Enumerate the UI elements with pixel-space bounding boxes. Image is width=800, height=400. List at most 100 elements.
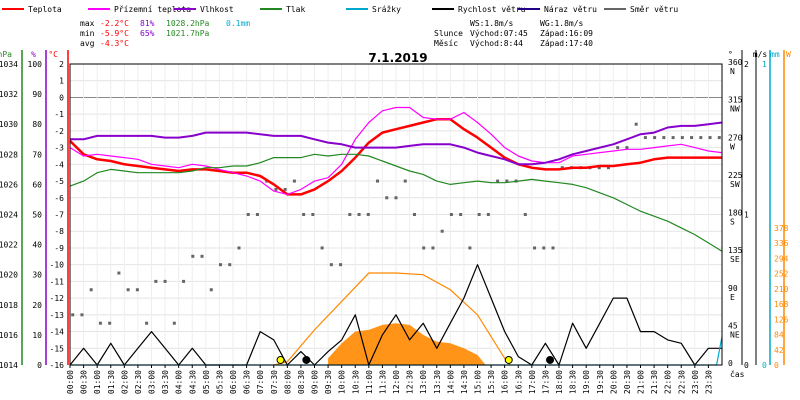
x-tick-label: 03:30 xyxy=(161,370,170,394)
legend-label-1: Přízemní teplota xyxy=(114,5,191,14)
axis-tick-deg: 90 xyxy=(728,284,738,293)
x-tick-label: 23:00 xyxy=(691,370,700,394)
sun-set: Západ:16:09 xyxy=(540,29,593,38)
wind-direction-point xyxy=(366,213,370,216)
axis-unit-hpa: hPa xyxy=(0,50,12,59)
stat-hum-min: 65% xyxy=(140,29,155,38)
wind-direction-point xyxy=(551,246,555,250)
x-tick-label: 15:30 xyxy=(487,370,496,394)
wind-direction-point xyxy=(209,288,213,292)
axis-tick-pct: 60 xyxy=(32,180,42,189)
x-tick-label: 17:00 xyxy=(528,370,537,394)
axis-tick-ms: 2 xyxy=(744,60,749,69)
wind-direction-point xyxy=(283,187,287,191)
axis-tick-temp: 0 xyxy=(59,93,64,102)
stat-press-min: 1021.7hPa xyxy=(166,29,210,38)
wind-direction-point xyxy=(606,166,610,170)
wind-direction-point xyxy=(505,179,509,183)
axis-tick-w: 378 xyxy=(774,224,789,233)
axis-dir-label: E xyxy=(730,293,735,302)
wg-value: WG:1.8m/s xyxy=(540,19,584,28)
axis-tick-hpa: 1034 xyxy=(0,60,18,69)
x-tick-label: 14:00 xyxy=(446,370,455,394)
wind-direction-point xyxy=(597,166,601,170)
legend-label-4: Srážky xyxy=(372,5,401,14)
solar-area xyxy=(328,323,486,365)
wind-direction-point xyxy=(71,313,75,317)
x-tick-label: 16:00 xyxy=(501,370,510,394)
x-tick-label: 12:00 xyxy=(392,370,401,394)
series-line-Vlhkost xyxy=(70,121,723,166)
axis-dir-label: SE xyxy=(730,255,740,264)
axis-tick-temp: -6 xyxy=(54,194,64,203)
moon-label: Měsíc xyxy=(434,39,458,48)
wind-direction-point xyxy=(228,263,232,267)
wind-direction-point xyxy=(255,213,259,216)
x-tick-label: 06:30 xyxy=(243,370,252,394)
x-axis: 00:00 00:30 01:00 01:30 02:00 02:30 03:00 03:30… xyxy=(66,365,745,394)
axis-tick-hpa: 1024 xyxy=(0,211,18,220)
x-axis-label: čas xyxy=(730,369,745,379)
wind-direction-point xyxy=(653,136,657,140)
axis-tick-ms: 0 xyxy=(744,361,749,370)
wind-direction-point xyxy=(237,246,241,250)
x-tick-label: 21:00 xyxy=(637,370,646,394)
axis-tick-deg: 135 xyxy=(728,246,743,255)
stat-temp-min: -5.9°C xyxy=(100,29,129,38)
x-tick-label: 00:00 xyxy=(66,370,75,394)
axis-tick-temp: -16 xyxy=(50,361,65,370)
axis-tick-temp: 1 xyxy=(59,77,64,86)
wind-direction-point xyxy=(634,122,638,126)
stat-label-avg: avg xyxy=(80,39,95,48)
x-tick-label: 05:00 xyxy=(202,370,211,394)
wind-direction-point xyxy=(560,166,564,170)
wind-direction-point xyxy=(680,136,684,140)
stat-hum-max: 81% xyxy=(140,19,155,28)
x-tick-label: 13:00 xyxy=(419,370,428,394)
axis-tick-w: 84 xyxy=(774,331,784,340)
x-tick-label: 18:00 xyxy=(555,370,564,394)
x-tick-label: 13:30 xyxy=(433,370,442,394)
legend-label-7: Směr větru xyxy=(630,5,678,14)
wind-direction-point xyxy=(117,271,121,275)
legend: Teplota Přízemní teplota Vlhkost Tlak Srážky… xyxy=(2,5,678,14)
wind-direction-point xyxy=(135,288,139,292)
wind-direction-point xyxy=(690,136,694,140)
wind-direction-point xyxy=(311,213,315,216)
wind-direction-point xyxy=(274,187,278,191)
wind-direction-point xyxy=(440,229,444,233)
axis-dir-label: NE xyxy=(730,330,740,339)
legend-label-2: Vlhkost xyxy=(200,5,234,14)
x-tick-label: 07:00 xyxy=(256,370,265,394)
x-tick-label: 10:30 xyxy=(351,370,360,394)
x-tick-label: 19:00 xyxy=(582,370,591,394)
x-tick-label: 05:30 xyxy=(215,370,224,394)
axis-tick-temp: -3 xyxy=(54,144,64,153)
wind-direction-point xyxy=(163,279,167,283)
x-tick-label: 12:30 xyxy=(406,370,415,394)
wind-direction-point xyxy=(357,213,361,216)
wind-direction-point xyxy=(339,263,343,267)
x-tick-label: 15:00 xyxy=(474,370,483,394)
wind-direction-point xyxy=(98,321,102,325)
x-tick-label: 16:30 xyxy=(514,370,523,394)
legend-label-0: Teplota xyxy=(28,5,62,14)
x-tick-label: 22:30 xyxy=(677,370,686,394)
axis-tick-hpa: 1026 xyxy=(0,180,18,189)
x-tick-label: 09:30 xyxy=(324,370,333,394)
axis-tick-deg: 360 xyxy=(728,58,743,67)
wind-direction-point xyxy=(302,213,306,216)
wind-direction-point xyxy=(376,179,380,183)
axis-tick-temp: -1 xyxy=(54,110,64,119)
axis-unit-ms: m/s xyxy=(753,50,768,59)
x-tick-label: 20:30 xyxy=(623,370,632,394)
axis-unit-pct: % xyxy=(31,50,36,59)
axis-tick-temp: -9 xyxy=(54,244,64,253)
stat-label-max: max xyxy=(80,19,95,28)
axis-tick-temp: -13 xyxy=(50,311,65,320)
moon-set: Západ:17:40 xyxy=(540,39,593,48)
wind-direction-point xyxy=(699,136,703,140)
x-tick-label: 02:30 xyxy=(134,370,143,394)
axis-tick-w: 126 xyxy=(774,315,789,324)
x-tick-label: 03:00 xyxy=(148,370,157,394)
